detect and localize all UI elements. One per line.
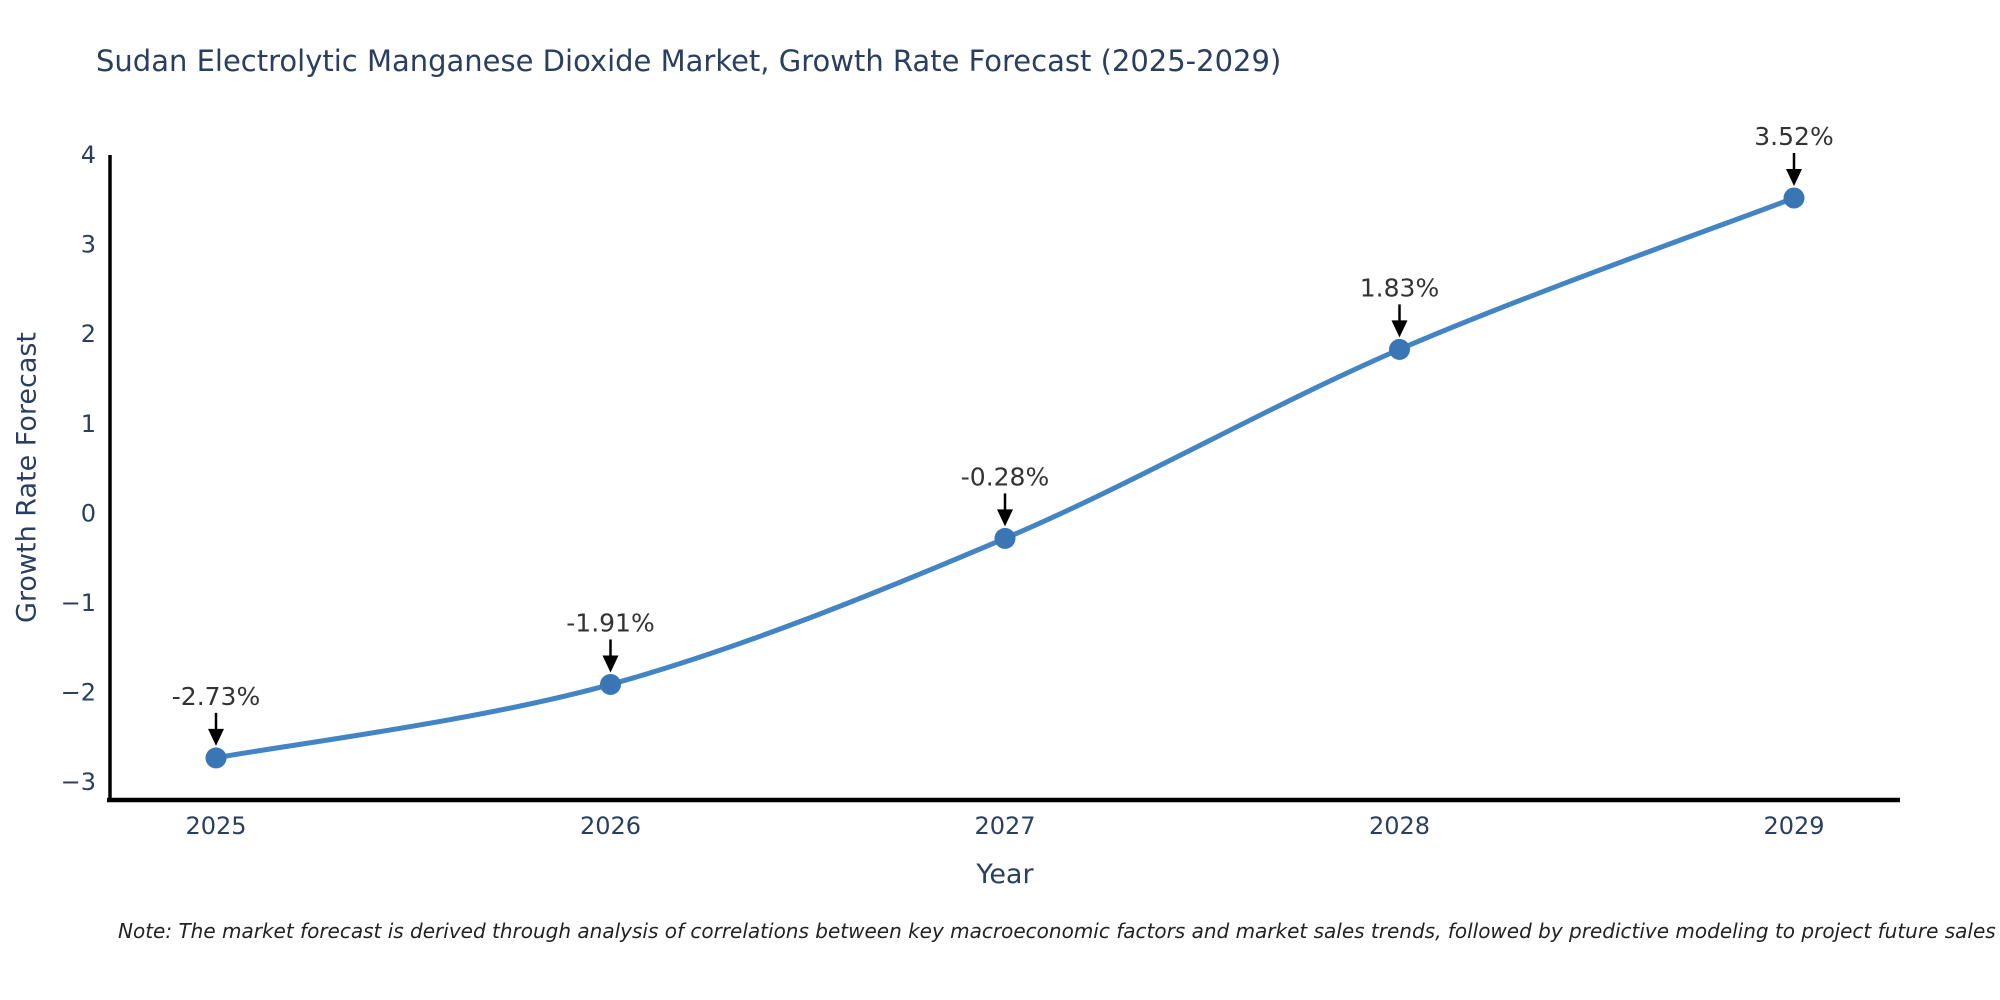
chart-footnote: Note: The market forecast is derived thr…	[118, 919, 1996, 943]
x-tick-label: 2026	[580, 812, 641, 840]
annotation-arrowhead	[997, 509, 1013, 527]
y-tick-label: −1	[61, 589, 96, 617]
data-point-marker	[1389, 338, 1410, 360]
data-point-label: -2.73%	[172, 682, 260, 711]
y-tick-label: 4	[81, 141, 96, 169]
y-tick-label: −3	[61, 768, 96, 796]
y-tick-label: 3	[81, 231, 96, 259]
annotation-arrowhead	[1786, 169, 1802, 186]
x-tick-label: 2027	[974, 812, 1035, 840]
data-point-label: -1.91%	[566, 608, 654, 637]
x-tick-label: 2029	[1763, 812, 1824, 840]
x-axis-title: Year	[976, 859, 1034, 890]
y-tick-label: −2	[61, 679, 96, 707]
y-tick-label: 1	[81, 410, 96, 438]
annotation-arrowhead	[602, 655, 619, 673]
x-tick-label: 2025	[185, 812, 246, 840]
data-point-marker	[994, 527, 1016, 549]
y-tick-label: 2	[81, 320, 96, 348]
data-point-marker	[205, 747, 227, 769]
y-tick-label: 0	[81, 499, 96, 527]
data-point-marker	[1783, 187, 1805, 209]
data-point-marker	[600, 673, 621, 695]
data-point-label: -0.28%	[961, 462, 1049, 491]
data-point-label: 3.52%	[1754, 122, 1833, 151]
data-point-label: 1.83%	[1360, 273, 1439, 302]
chart-title: Sudan Electrolytic Manganese Dioxide Mar…	[96, 44, 1282, 78]
x-tick-label: 2028	[1369, 812, 1430, 840]
annotation-arrowhead	[1391, 320, 1408, 338]
annotation-arrowhead	[208, 728, 224, 746]
